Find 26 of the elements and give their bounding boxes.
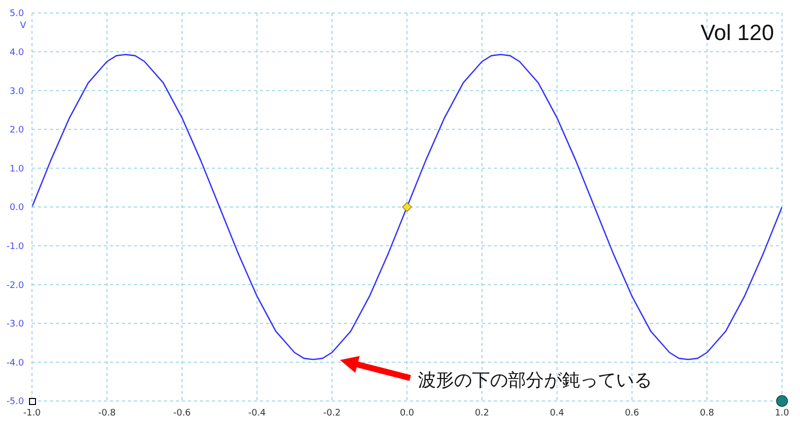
x-tick-label: -1.0 xyxy=(23,408,42,418)
y-tick-label: -3.0 xyxy=(6,320,24,330)
y-axis-title: V xyxy=(20,21,26,31)
y-tick-label: 2.0 xyxy=(10,126,24,136)
y-tick-label: 5.0 xyxy=(10,9,24,20)
y-tick-label: -5.0 xyxy=(6,397,24,408)
chart-title: Vol 120 xyxy=(700,20,774,46)
y-tick-label: 1.0 xyxy=(10,164,24,174)
y-tick-label: 3.0 xyxy=(10,86,24,97)
annotation: 波形の下の部分が鈍っている xyxy=(418,369,652,392)
x-tick-label: 0.2 xyxy=(474,408,490,418)
y-tick-label: 0.0 xyxy=(10,203,24,214)
x-tick-label: 0.0 xyxy=(400,408,414,418)
x-tick-label: 0.8 xyxy=(700,408,714,418)
x-tick-label: -0.8 xyxy=(98,408,116,418)
x-tick-label: -0.6 xyxy=(173,408,192,418)
y-tick-label: 4.0 xyxy=(10,48,24,58)
y-tick-label: -2.0 xyxy=(6,280,24,291)
y-tick-label: -1.0 xyxy=(6,242,24,252)
x-tick-label: 0.6 xyxy=(624,408,640,418)
x-tick-label: -0.2 xyxy=(323,408,341,418)
x-tick-label: 1.0 xyxy=(774,408,790,418)
x-tick-label: 0.4 xyxy=(550,408,564,418)
y-tick-label: -4.0 xyxy=(6,358,24,368)
line-series xyxy=(32,54,782,360)
x-tick-label: -0.4 xyxy=(248,408,266,418)
